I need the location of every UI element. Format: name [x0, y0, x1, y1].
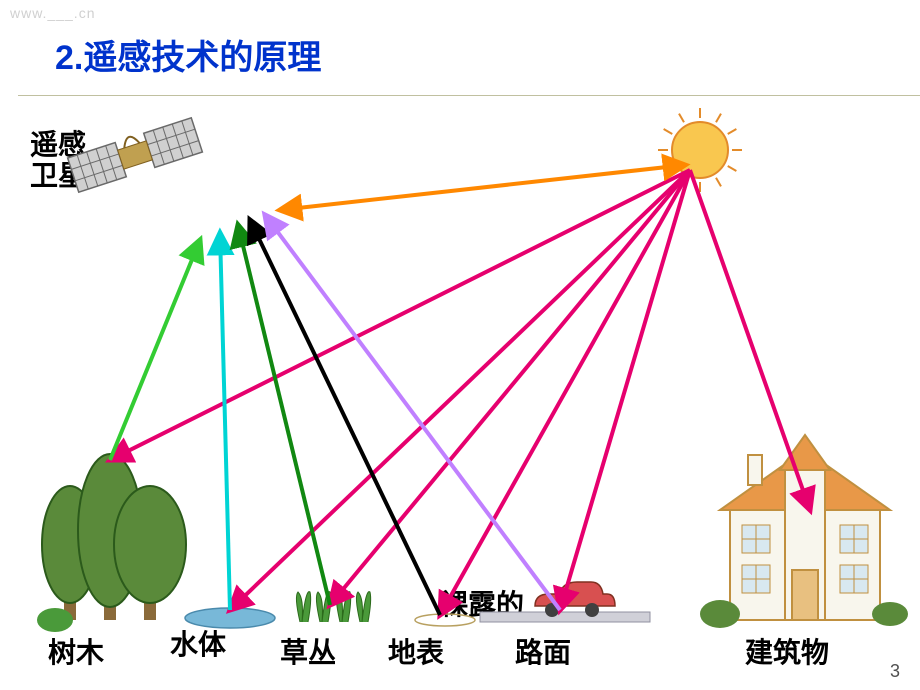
diagram-frame: [18, 95, 920, 675]
slide-number: 3: [890, 661, 900, 682]
label-grass: 草丛: [280, 638, 336, 669]
label-tree: 树木: [48, 638, 104, 669]
label-water: 水体: [170, 630, 226, 661]
page-title: 2.遥感技术的原理: [55, 30, 321, 79]
watermark: www.___.cn: [10, 5, 95, 21]
label-bare-top: 裸露的: [440, 590, 524, 621]
label-road: 路面: [515, 638, 571, 669]
label-building: 建筑物: [745, 638, 829, 669]
label-bare-bottom: 地表: [388, 638, 444, 669]
label-satellite: 遥感 卫星: [30, 130, 86, 192]
